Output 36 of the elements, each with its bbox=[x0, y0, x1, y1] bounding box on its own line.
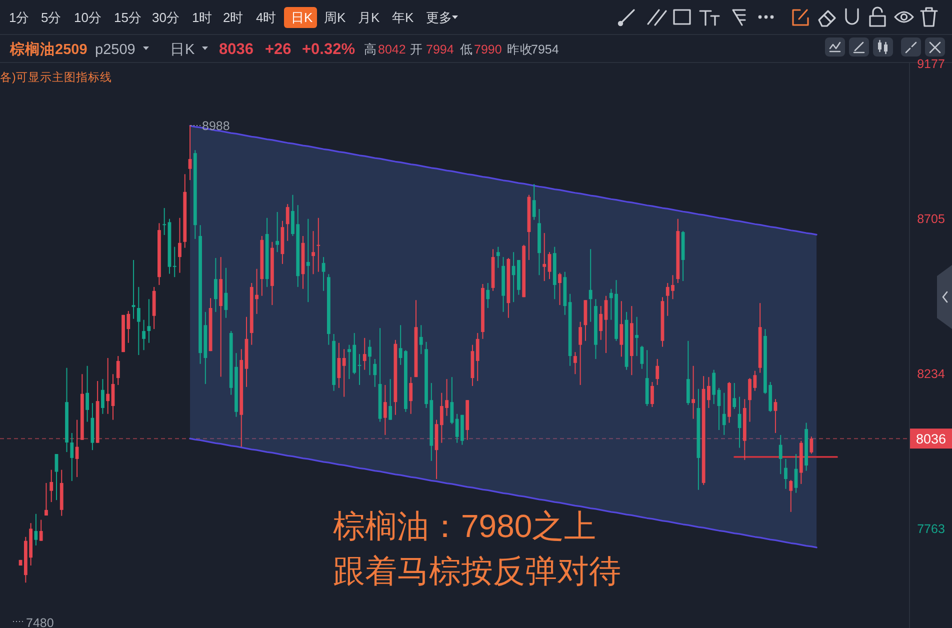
text: 日K bbox=[291, 10, 313, 25]
text: 昨收 bbox=[507, 42, 533, 56]
text: 高 bbox=[364, 42, 377, 56]
text: 5分 bbox=[41, 10, 62, 25]
text: p2509 bbox=[95, 42, 136, 58]
text: 8036 bbox=[219, 41, 254, 58]
text: 日K bbox=[170, 42, 195, 58]
y-tick-label: 7763 bbox=[917, 522, 945, 536]
text: 30分 bbox=[152, 10, 180, 25]
annotation: 各)可显示主图指标线 bbox=[0, 70, 112, 84]
text: +0.32% bbox=[302, 41, 356, 58]
text: 2时 bbox=[223, 10, 244, 25]
text: 年K bbox=[392, 10, 414, 25]
text: 低 bbox=[460, 42, 473, 56]
y-tick-label: 9177 bbox=[917, 56, 945, 71]
text: 7954 bbox=[531, 42, 559, 56]
text: 1时 bbox=[192, 10, 212, 25]
text: 1分 bbox=[9, 10, 30, 25]
text: 7994 bbox=[426, 42, 454, 56]
text: 更多 bbox=[426, 10, 452, 25]
text: 8042 bbox=[378, 42, 406, 56]
data-label: 8036 bbox=[916, 432, 946, 447]
annotation: 跟着马棕按反弹对待 bbox=[333, 553, 621, 589]
annotation: 棕榈油：7980之上 bbox=[333, 508, 596, 544]
annotation: 7480 bbox=[26, 616, 54, 628]
y-tick-label: 8234 bbox=[917, 366, 945, 381]
text: 10分 bbox=[74, 10, 102, 25]
text: 开 bbox=[410, 42, 423, 56]
text: 7990 bbox=[474, 42, 502, 56]
text: 周K bbox=[324, 10, 346, 25]
chart-title: 棕榈油2509 bbox=[9, 40, 88, 58]
text: 4时 bbox=[256, 10, 276, 25]
text: 月K bbox=[358, 10, 380, 25]
text: 15分 bbox=[114, 10, 142, 25]
y-tick-label: 8705 bbox=[917, 212, 945, 226]
text: +26 bbox=[265, 41, 292, 58]
